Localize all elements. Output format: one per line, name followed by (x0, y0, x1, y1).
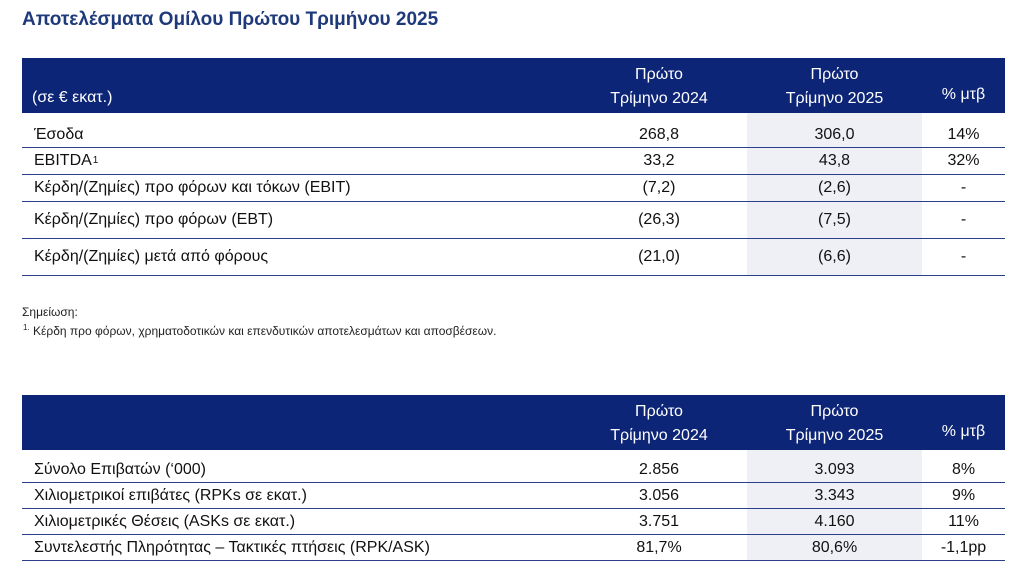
footnote-marker: 1. (23, 323, 30, 332)
unit-label: (σε € εκατ.) (32, 89, 113, 106)
value-2024: 2.856 (638, 461, 680, 478)
table-row: Συντελεστής Πληρότητας – Τακτικές πτήσει… (22, 535, 1005, 561)
row-label: EBITDA 1 (34, 152, 99, 169)
column-header-2024: Πρώτο Τρίμηνο 2024 (610, 66, 708, 107)
value-change: - (960, 211, 967, 228)
column-header-change: % μτβ (941, 423, 986, 440)
row-label: Έσοδα (34, 126, 84, 143)
financial-results-table: (σε € εκατ.) Πρώτο Τρίμηνο 2024 Πρώτο Τρ… (22, 58, 1005, 276)
row-label: Κέρδη/(Ζημίες) προ φόρων και τόκων (EBIT… (34, 179, 351, 196)
highlight-cell (747, 202, 922, 238)
row-label: Κέρδη/(Ζημίες) προ φόρων (EBT) (34, 211, 274, 228)
value-2025: 80,6% (811, 538, 858, 556)
value-2024: (7,2) (642, 179, 676, 196)
column-header-2025: Πρώτο Τρίμηνο 2025 (785, 66, 884, 107)
footnote-text: Κέρδη προ φόρων, χρηματοδοτικών και επεν… (33, 324, 497, 338)
value-change: 14% (947, 126, 980, 143)
value-change: 11% (948, 512, 979, 530)
highlight-cell (747, 239, 922, 275)
row-label: Χιλιομετρικοί επιβάτες (RPKs σε εκατ.) (34, 486, 307, 504)
highlight-cell (747, 113, 922, 147)
row-label: Κέρδη/(Ζημίες) μετά από φόρους (34, 248, 269, 265)
value-2024: (26,3) (638, 211, 680, 228)
table-row: Σύνολο Επιβατών (‘000) 2.856 3.093 8% (22, 450, 1005, 483)
value-change: -1,1pp (940, 538, 987, 556)
value-2024: (21,0) (638, 248, 680, 265)
table-header: Πρώτο Τρίμηνο 2024 Πρώτο Τρίμηνο 2025 % … (22, 395, 1005, 450)
value-change: - (960, 248, 967, 265)
value-2024: 3.056 (638, 486, 680, 504)
table-row: Κέρδη/(Ζημίες) προ φόρων και τόκων (EBIT… (22, 175, 1005, 202)
page-title: Αποτελέσματα Ομίλου Πρώτου Τριμήνου 2025 (22, 9, 439, 30)
highlight-cell (747, 483, 922, 508)
value-2025: 4.160 (814, 512, 855, 530)
value-2024: 81,7% (636, 538, 682, 556)
value-change: - (960, 179, 967, 196)
value-change: 8% (951, 461, 976, 478)
table-row: Έσοδα 268,8 306,0 14% (22, 113, 1005, 148)
value-2025: 3.093 (814, 461, 855, 478)
table-row: EBITDA 1 33,2 43,8 32% (22, 148, 1005, 175)
row-label: Συντελεστής Πληρότητας – Τακτικές πτήσει… (34, 538, 430, 556)
column-header-2025: Πρώτο Τρίμηνο 2025 (785, 403, 884, 444)
column-header-2024: Πρώτο Τρίμηνο 2024 (610, 403, 708, 444)
footnote: 1. Κέρδη προ φόρων, χρηματοδοτικών και ε… (22, 323, 497, 339)
highlight-cell (747, 509, 922, 534)
highlight-cell (747, 535, 922, 560)
value-2024: 268,8 (638, 126, 680, 143)
highlight-cell (747, 175, 922, 201)
value-change: 32% (947, 152, 980, 169)
row-label: Σύνολο Επιβατών (‘000) (34, 461, 206, 478)
table-row: Χιλιομετρικές Θέσεις (ASKs σε εκατ.) 3.7… (22, 509, 1005, 535)
value-2025: 43,8 (818, 152, 851, 169)
column-header-change: % μτβ (941, 86, 986, 103)
traffic-table: Πρώτο Τρίμηνο 2024 Πρώτο Τρίμηνο 2025 % … (22, 395, 1005, 561)
value-2025: (2,6) (818, 179, 851, 196)
table-row: Χιλιομετρικοί επιβάτες (RPKs σε εκατ.) 3… (22, 483, 1005, 509)
row-label: Χιλιομετρικές Θέσεις (ASKs σε εκατ.) (34, 512, 296, 530)
value-2024: 33,2 (643, 152, 675, 169)
note-heading: Σημείωση: (22, 305, 78, 319)
value-2025: 306,0 (814, 126, 855, 143)
value-change: 9% (951, 486, 976, 504)
highlight-cell (747, 450, 922, 482)
value-2024: 3.751 (638, 512, 680, 530)
table-row: Κέρδη/(Ζημίες) μετά από φόρους (21,0) (6… (22, 239, 1005, 276)
value-2025: (6,6) (818, 248, 851, 265)
table-row: Κέρδη/(Ζημίες) προ φόρων (EBT) (26,3) (7… (22, 202, 1005, 239)
highlight-cell (747, 148, 922, 174)
value-2025: 3.343 (814, 486, 855, 504)
value-2025: (7,5) (818, 211, 851, 228)
table-header: (σε € εκατ.) Πρώτο Τρίμηνο 2024 Πρώτο Τρ… (22, 58, 1005, 113)
